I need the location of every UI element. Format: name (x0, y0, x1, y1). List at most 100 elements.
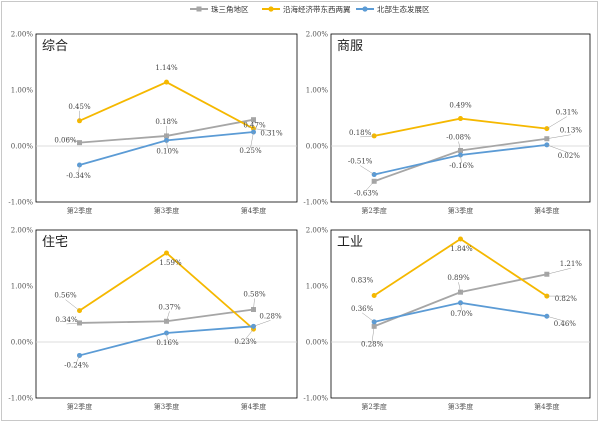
legend-marker (268, 6, 274, 12)
data-label: -0.24% (64, 361, 89, 369)
legend: 珠三角地区 沿海经济带东西两翼 北部生态发展区 (190, 4, 430, 14)
label-leader-line (546, 315, 565, 322)
y-tick-label: 2.00% (11, 31, 34, 39)
label-leader-line (458, 282, 461, 293)
data-label: 0.82% (555, 295, 578, 303)
label-leader-line (78, 165, 80, 174)
legend-label: 沿海经济带东西两翼 (283, 4, 351, 14)
data-label: 0.34% (55, 316, 78, 324)
data-label: 0.13% (560, 127, 583, 135)
label-leader-line (546, 144, 569, 154)
panel-title: 综合 (42, 39, 68, 54)
y-tick-label: 1.00% (306, 283, 329, 291)
legend-item: 北部生态发展区 (356, 4, 430, 14)
label-leader-line (166, 333, 168, 341)
y-tick-label: 1.00% (11, 283, 34, 291)
legend-label: 北部生态发展区 (377, 4, 430, 14)
data-label: 1.84% (450, 245, 473, 253)
y-tick-label: 0.00% (306, 339, 329, 347)
x-tick-label: 第2季度 (361, 402, 386, 411)
y-tick-label: 2.00% (11, 227, 34, 235)
plot-area-border (330, 229, 591, 399)
series-line (373, 137, 547, 183)
legend-item: 珠三角地区 (190, 4, 249, 14)
data-label: -0.08% (446, 133, 471, 141)
panel-title: 住宅 (42, 235, 68, 250)
data-label: 0.70% (450, 310, 473, 318)
data-label: -0.34% (66, 172, 91, 180)
label-leader-line (546, 267, 571, 275)
label-leader-line (166, 140, 168, 149)
data-label: 0.46% (554, 320, 577, 328)
data-label: 0.31% (260, 130, 283, 138)
data-label: 0.28% (259, 312, 282, 320)
label-leader-line (460, 154, 462, 163)
label-leader-line (360, 165, 375, 175)
data-label: 0.10% (156, 147, 179, 155)
data-label: -0.16% (449, 162, 474, 170)
label-leader-line (65, 299, 80, 311)
y-tick-label: -1.00% (8, 199, 33, 207)
label-leader-line (546, 116, 567, 129)
data-point (371, 293, 377, 299)
data-point (458, 236, 463, 242)
y-tick-label: 2.00% (306, 227, 329, 235)
label-leader-line (166, 311, 170, 322)
y-tick-label: 0.00% (11, 339, 34, 347)
x-tick-label: 第3季度 (154, 402, 179, 411)
label-leader-line (76, 355, 80, 363)
data-label: 0.56% (54, 292, 77, 300)
data-label: 0.02% (558, 152, 581, 160)
data-label: 0.28% (361, 340, 384, 348)
x-tick-label: 第2季度 (67, 402, 92, 411)
label-leader-line (253, 320, 271, 327)
label-leader-line (250, 131, 254, 149)
label-leader-line (365, 181, 375, 191)
x-tick-label: 第3季度 (448, 206, 473, 215)
x-tick-label: 第3季度 (154, 206, 179, 215)
data-label: -0.63% (354, 189, 379, 197)
chart-panel: -1.00% 0.00% 1.00% 2.00% 第2季度 第3季度 第4季度 商服 -0.63… (303, 31, 591, 215)
label-leader-line (360, 135, 375, 138)
data-label: 0.83% (351, 277, 374, 285)
label-leader-line (65, 137, 80, 143)
series-group (371, 136, 550, 184)
legend-marker (362, 6, 368, 12)
y-tick-label: 1.00% (11, 87, 34, 95)
x-tick-label: 第2季度 (361, 206, 386, 215)
label-leader-line (458, 141, 461, 151)
series-group (77, 79, 256, 132)
label-leader-line (253, 128, 272, 131)
legend-item: 沿海经济带东西两翼 (262, 4, 351, 14)
label-leader-line (253, 298, 255, 310)
panel-title: 商服 (337, 39, 363, 54)
chart-panels: -1.00%0.00%1.00%2.00%第2季度 第3季度 第4季度综合0.06%… (8, 31, 591, 411)
data-label: 0.06% (54, 137, 77, 145)
plot-area-border (35, 229, 298, 399)
data-label: 1.14% (155, 64, 178, 72)
data-point (164, 79, 169, 85)
y-tick-label: 0.00% (306, 143, 329, 151)
data-label: 0.16% (156, 339, 179, 347)
chart-panel: -1.00% 0.00% 1.00% 2.00% 第2季度 第3季度 第4季度 住宅 0.34%… (8, 227, 298, 411)
data-point (164, 250, 169, 256)
data-label: 0.49% (449, 102, 472, 110)
data-label: 1.21% (560, 260, 583, 268)
chart-panel: -1.00% 0.00% 1.00% 2.00% 第2季度 第3季度 第4季度 综合 0.06%… (8, 31, 298, 215)
y-tick-label: 0.00% (11, 143, 34, 151)
data-label: -0.51% (348, 158, 373, 166)
panel-title: 工业 (337, 235, 363, 250)
legend-marker (196, 6, 202, 12)
label-leader-line (371, 326, 375, 342)
label-leader-line (362, 312, 375, 323)
data-label: 0.31% (556, 109, 579, 117)
chart-panel: -1.00% 0.00% 1.00% 2.00% 第2季度 第3季度 第4季度 工业 0.28%… (303, 227, 591, 411)
label-leader-line (253, 119, 255, 123)
data-label: 0.45% (68, 103, 91, 111)
y-tick-label: -1.00% (303, 199, 328, 207)
data-label: 0.36% (351, 305, 374, 313)
data-label: 0.58% (243, 291, 266, 299)
plot-area-border (35, 33, 298, 203)
legend-label: 珠三角地区 (211, 4, 249, 14)
